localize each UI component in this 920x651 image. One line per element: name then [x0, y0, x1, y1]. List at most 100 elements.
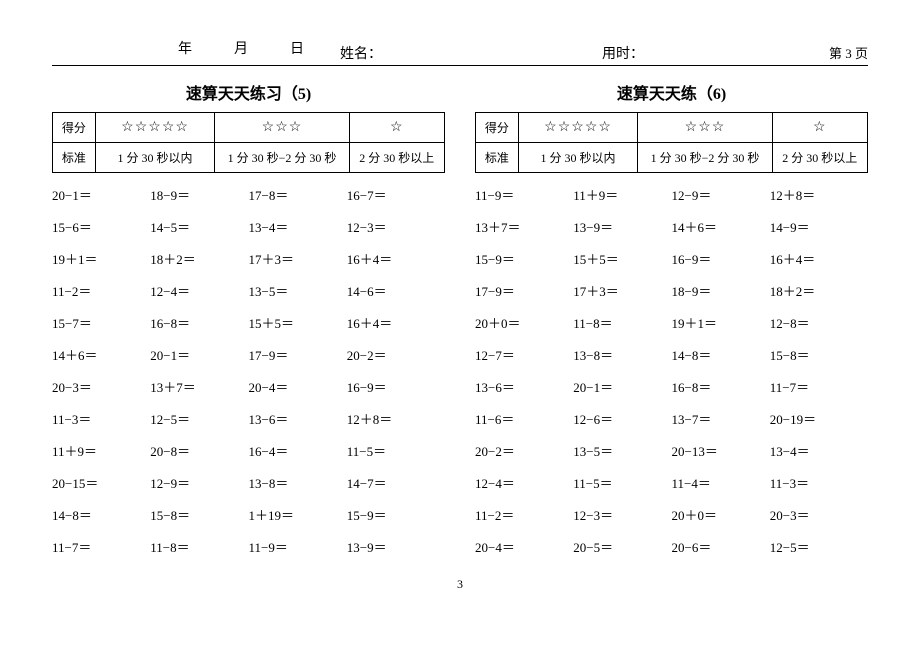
problem-row: 11−2＝12−4＝13−5＝14−6＝	[52, 281, 445, 300]
problem-row: 20−15＝12−9＝13−8＝14−7＝	[52, 473, 445, 492]
year-label: 年	[176, 38, 194, 58]
problem-cell: 14−5＝	[150, 217, 248, 236]
problem-cell: 13＋7＝	[150, 377, 248, 396]
problem-cell: 18−9＝	[672, 281, 770, 300]
problem-cell: 16−9＝	[672, 249, 770, 268]
right-column: 速算天天练（6) 得分 ☆☆☆☆☆ ☆☆☆ ☆ 标准 1 分 30 秒以内 1 …	[475, 80, 868, 569]
left-column: 速算天天练习（5) 得分 ☆☆☆☆☆ ☆☆☆ ☆ 标准 1 分 30 秒以内 1…	[52, 80, 445, 569]
problem-cell: 20−4＝	[475, 537, 573, 556]
problem-row: 13−6＝20−1＝16−8＝11−7＝	[475, 377, 868, 396]
problem-cell: 11−3＝	[52, 409, 150, 428]
problem-cell: 13−4＝	[249, 217, 347, 236]
problem-cell: 17−8＝	[249, 185, 347, 204]
problem-row: 15−6＝14−5＝13−4＝12−3＝	[52, 217, 445, 236]
problem-cell: 19＋1＝	[672, 313, 770, 332]
problem-cell: 12−4＝	[475, 473, 573, 492]
problem-row: 19＋1＝18＋2＝17＋3＝16＋4＝	[52, 249, 445, 268]
problem-cell: 11−8＝	[573, 313, 671, 332]
problem-cell: 16−8＝	[150, 313, 248, 332]
time-3: 2 分 30 秒以上	[349, 143, 444, 173]
problem-cell: 11−9＝	[475, 185, 573, 204]
problem-cell: 17−9＝	[475, 281, 573, 300]
problem-cell: 20＋0＝	[475, 313, 573, 332]
problem-row: 13＋7＝13−9＝14＋6＝14−9＝	[475, 217, 868, 236]
problem-cell: 11−7＝	[52, 537, 150, 556]
standard-label: 标准	[476, 143, 519, 173]
problem-cell: 16＋4＝	[347, 313, 445, 332]
problem-cell: 12＋8＝	[347, 409, 445, 428]
problem-cell: 14−8＝	[672, 345, 770, 364]
month-label: 月	[232, 38, 250, 58]
problem-cell: 15−9＝	[475, 249, 573, 268]
problem-cell: 16＋4＝	[770, 249, 868, 268]
problem-row: 11−7＝11−8＝11−9＝13−9＝	[52, 537, 445, 556]
problem-cell: 12−7＝	[475, 345, 573, 364]
problem-cell: 14−9＝	[770, 217, 868, 236]
problem-cell: 11−3＝	[770, 473, 868, 492]
problem-cell: 15＋5＝	[573, 249, 671, 268]
problem-cell: 20−3＝	[770, 505, 868, 524]
problem-cell: 15−8＝	[150, 505, 248, 524]
problem-cell: 11−8＝	[150, 537, 248, 556]
stars-3: ☆☆☆	[638, 113, 772, 143]
problem-cell: 13−6＝	[249, 409, 347, 428]
problem-cell: 13−5＝	[573, 441, 671, 460]
problem-cell: 16−4＝	[249, 441, 347, 460]
problem-cell: 15−9＝	[347, 505, 445, 524]
problem-cell: 18＋2＝	[770, 281, 868, 300]
problem-cell: 19＋1＝	[52, 249, 150, 268]
problem-cell: 11−7＝	[770, 377, 868, 396]
left-score-table: 得分 ☆☆☆☆☆ ☆☆☆ ☆ 标准 1 分 30 秒以内 1 分 30 秒−2 …	[52, 112, 445, 173]
right-score-table: 得分 ☆☆☆☆☆ ☆☆☆ ☆ 标准 1 分 30 秒以内 1 分 30 秒−2 …	[475, 112, 868, 173]
problem-cell: 18−9＝	[150, 185, 248, 204]
problem-cell: 20＋0＝	[672, 505, 770, 524]
problem-cell: 12−3＝	[573, 505, 671, 524]
problem-cell: 20−5＝	[573, 537, 671, 556]
problem-row: 11−3＝12−5＝13−6＝12＋8＝	[52, 409, 445, 428]
problem-row: 20−2＝13−5＝20−13＝13−4＝	[475, 441, 868, 460]
problem-cell: 13−4＝	[770, 441, 868, 460]
problem-cell: 13−8＝	[573, 345, 671, 364]
problem-cell: 11−9＝	[249, 537, 347, 556]
problem-cell: 20−6＝	[672, 537, 770, 556]
problem-cell: 12−5＝	[770, 537, 868, 556]
problem-cell: 14＋6＝	[672, 217, 770, 236]
problem-cell: 11−6＝	[475, 409, 573, 428]
problem-cell: 11−2＝	[475, 505, 573, 524]
time-3: 2 分 30 秒以上	[772, 143, 867, 173]
problem-row: 11−2＝12−3＝20＋0＝20−3＝	[475, 505, 868, 524]
problem-row: 12−7＝13−8＝14−8＝15−8＝	[475, 345, 868, 364]
problem-row: 14＋6＝20−1＝17−9＝20−2＝	[52, 345, 445, 364]
problem-cell: 20−19＝	[770, 409, 868, 428]
time-2: 1 分 30 秒−2 分 30 秒	[215, 143, 349, 173]
problem-cell: 13−5＝	[249, 281, 347, 300]
problem-cell: 15−7＝	[52, 313, 150, 332]
problem-cell: 14＋6＝	[52, 345, 150, 364]
problem-cell: 16−8＝	[672, 377, 770, 396]
problem-cell: 11＋9＝	[573, 185, 671, 204]
problem-row: 11＋9＝20−8＝16−4＝11−5＝	[52, 441, 445, 460]
problem-row: 14−8＝15−8＝1＋19＝15−9＝	[52, 505, 445, 524]
problem-cell: 12−9＝	[150, 473, 248, 492]
problem-cell: 1＋19＝	[249, 505, 347, 524]
problem-cell: 20−2＝	[475, 441, 573, 460]
time-1: 1 分 30 秒以内	[518, 143, 638, 173]
left-problems: 20−1＝18−9＝17−8＝16−7＝15−6＝14−5＝13−4＝12−3＝…	[52, 185, 445, 556]
problem-row: 20−3＝13＋7＝20−4＝16−9＝	[52, 377, 445, 396]
day-label: 日	[288, 38, 306, 58]
problem-cell: 11−2＝	[52, 281, 150, 300]
problem-cell: 20−1＝	[150, 345, 248, 364]
problem-cell: 11−4＝	[672, 473, 770, 492]
problem-cell: 20−1＝	[52, 185, 150, 204]
problem-cell: 14−7＝	[347, 473, 445, 492]
problem-cell: 20−15＝	[52, 473, 150, 492]
stars-5: ☆☆☆☆☆	[518, 113, 638, 143]
problem-row: 11−9＝11＋9＝12−9＝12＋8＝	[475, 185, 868, 204]
problem-cell: 12＋8＝	[770, 185, 868, 204]
stars-5: ☆☆☆☆☆	[95, 113, 215, 143]
problem-cell: 14−8＝	[52, 505, 150, 524]
time-label: 用时：	[602, 43, 644, 63]
problem-row: 11−6＝12−6＝13−7＝20−19＝	[475, 409, 868, 428]
problem-row: 15−7＝16−8＝15＋5＝16＋4＝	[52, 313, 445, 332]
right-problems: 11−9＝11＋9＝12−9＝12＋8＝ 13＋7＝13−9＝14＋6＝14−9＝…	[475, 185, 868, 556]
